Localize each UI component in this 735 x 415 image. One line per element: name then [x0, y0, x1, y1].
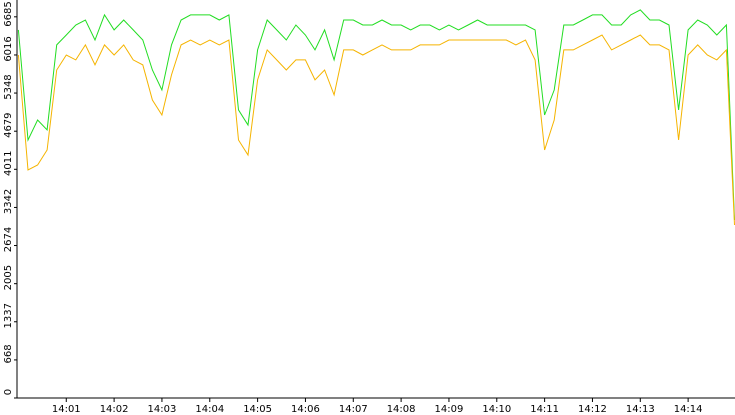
y-tick-label: 5348: [3, 74, 14, 99]
x-tick-label: 14:03: [148, 404, 177, 415]
x-tick-label: 14:11: [530, 404, 559, 415]
y-tick-label: 6685: [3, 1, 14, 26]
y-tick-label: 6016: [3, 36, 14, 61]
series-line: [17, 34, 735, 226]
x-tick-label: 14:13: [626, 404, 655, 415]
x-tick-label: 14:14: [674, 404, 703, 415]
x-tick-label: 14:05: [243, 404, 272, 415]
y-tick-label: 1337: [3, 303, 14, 328]
x-tick-label: 14:06: [291, 404, 320, 415]
x-tick-label: 14:09: [435, 404, 464, 415]
x-tick-label: 14:08: [387, 404, 416, 415]
x-tick-label: 14:01: [52, 404, 81, 415]
y-tick-label: 668: [3, 344, 14, 363]
x-tick-label: 14:07: [339, 404, 368, 415]
y-tick-label: 3342: [3, 189, 14, 214]
series-line: [17, 9, 735, 221]
y-tick-label: 4679: [3, 112, 14, 137]
y-tick-label: 2674: [3, 227, 14, 252]
y-tick-label: 2005: [3, 265, 14, 290]
x-tick-label: 14:10: [482, 404, 511, 415]
x-tick-label: 14:02: [100, 404, 129, 415]
x-tick-label: 14:12: [578, 404, 607, 415]
y-tick-label: 4011: [3, 151, 14, 176]
y-tick-label: 0: [3, 389, 14, 395]
x-tick-label: 14:04: [195, 404, 224, 415]
